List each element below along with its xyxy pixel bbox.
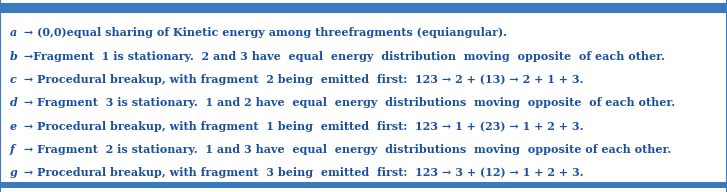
Text: → Procedural breakup, with fragment  2 being  emitted  first:  123 → 2 + (13) → : → Procedural breakup, with fragment 2 be… bbox=[20, 74, 584, 85]
Text: → Fragment  2 is stationary.  1 and 3 have  equal  energy  distributions  moving: → Fragment 2 is stationary. 1 and 3 have… bbox=[20, 144, 672, 155]
Text: a: a bbox=[9, 27, 17, 38]
Text: e: e bbox=[9, 121, 17, 132]
Text: g: g bbox=[9, 167, 17, 178]
Text: f: f bbox=[9, 144, 15, 155]
Text: c: c bbox=[9, 74, 16, 85]
Text: → Procedural breakup, with fragment  1 being  emitted  first:  123 → 1 + (23) → : → Procedural breakup, with fragment 1 be… bbox=[20, 121, 584, 132]
Text: b: b bbox=[9, 50, 17, 61]
Text: → (0,0)​equal sharing of Kinetic energy among threefragments (equiangular).: → (0,0)​equal sharing of Kinetic energy … bbox=[20, 27, 507, 38]
Text: →Fragment  1 is stationary.  2 and 3 have  equal  energy  distribution  moving  : →Fragment 1 is stationary. 2 and 3 have … bbox=[20, 50, 665, 61]
Text: → Procedural breakup, with fragment  3 being  emitted  first:  123 → 3 + (12) → : → Procedural breakup, with fragment 3 be… bbox=[20, 167, 584, 178]
FancyBboxPatch shape bbox=[0, 182, 727, 188]
Text: d: d bbox=[9, 97, 17, 108]
Text: → Fragment  3 is stationary.  1 and 2 have  equal  energy  distributions  moving: → Fragment 3 is stationary. 1 and 2 have… bbox=[20, 97, 675, 108]
FancyBboxPatch shape bbox=[0, 3, 727, 13]
